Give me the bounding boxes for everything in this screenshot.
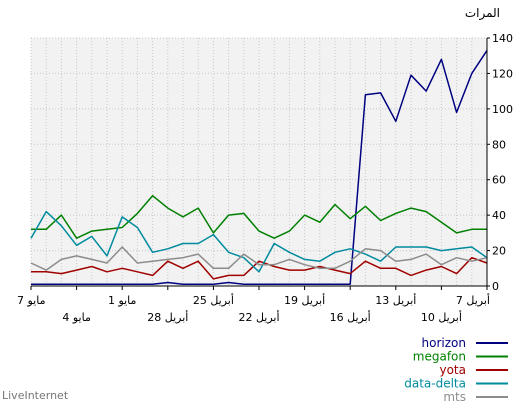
x-tick-label: 10 أبريل	[421, 310, 462, 324]
x-tick-label: 25 أبريل	[193, 293, 234, 307]
y-tick-label: 140	[492, 32, 513, 45]
x-tick-label: 16 أبريل	[330, 310, 371, 324]
y-axis-label: المرات	[465, 6, 500, 21]
x-tick-label: 13 أبريل	[375, 293, 416, 307]
x-tick-label: 1 مايو	[108, 294, 137, 307]
legend-label: megafon	[413, 350, 466, 364]
legend-label: data-delta	[404, 377, 466, 391]
series-group	[30, 49, 488, 285]
x-tick-label: 28 أبريل	[147, 310, 188, 324]
y-tick-label: 120	[492, 67, 513, 80]
y-tick-label: 100	[492, 103, 513, 116]
y-tick-label: 40	[492, 209, 506, 222]
x-tick-label: 7 مايو	[17, 294, 46, 307]
y-tick-label: 80	[492, 138, 506, 151]
y-tick-label: 20	[492, 245, 506, 258]
y-tick-label: 60	[492, 174, 506, 187]
grid	[30, 37, 488, 286]
legend-label: mts	[443, 390, 466, 404]
series-line-yota	[31, 256, 488, 280]
series-line-horizon	[31, 49, 488, 285]
x-tick-label: 4 مايو	[62, 311, 91, 324]
x-tick-label: 22 أبريل	[238, 310, 279, 324]
series-line-mts	[30, 246, 488, 271]
axes: 0 20 40 60 80 100 120 140 7 مايو 4 مايو 1 مايو 28 أ…	[17, 32, 513, 324]
x-tick-label: 19 أبريل	[284, 293, 325, 307]
legend-label: horizon	[422, 336, 466, 350]
series-line-megafon	[31, 194, 487, 239]
y-tick-label: 0	[492, 280, 499, 293]
series-line-data-delta	[30, 210, 488, 273]
legend-label: yota	[439, 363, 466, 377]
watermark-text: LiveInternet	[2, 389, 69, 402]
x-tick-label: 7 أبريل	[456, 293, 490, 307]
